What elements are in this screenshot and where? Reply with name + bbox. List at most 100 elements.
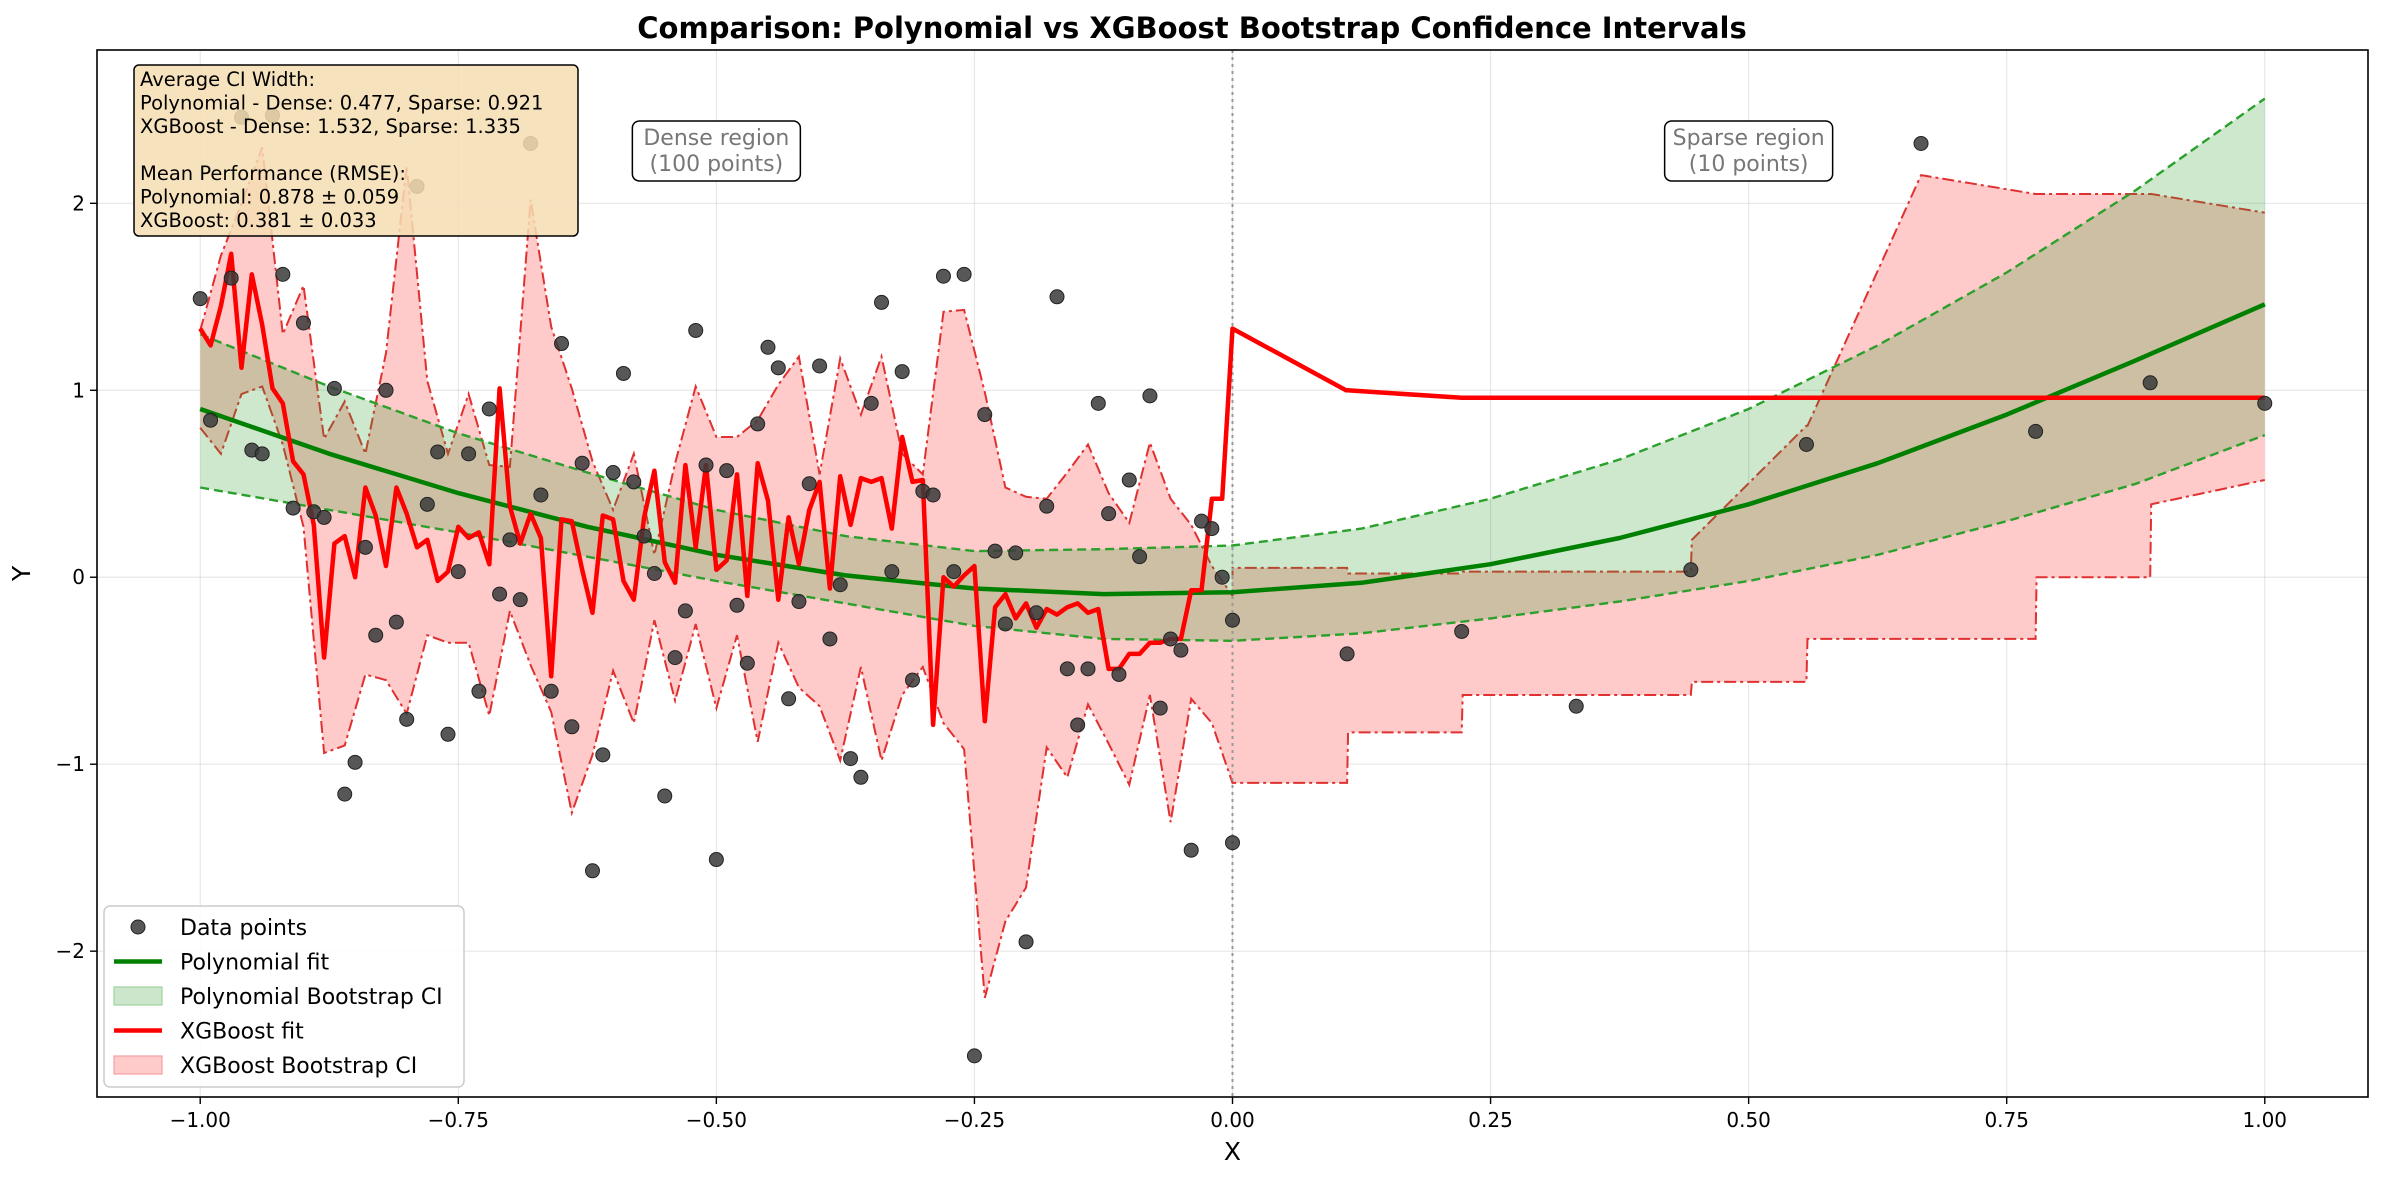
y-tick-label: 2: [72, 191, 85, 215]
stats-line: Mean Performance (RMSE):: [140, 162, 406, 185]
legend-swatch-marker: [130, 919, 146, 935]
legend-entry: XGBoost fit: [114, 1020, 304, 1045]
data-point: [1028, 605, 1044, 621]
stats-line: XGBoost - Dense: 1.532, Sparse: 1.335: [140, 115, 521, 138]
y-tick-label: −2: [56, 939, 85, 963]
annotation-box: [631, 120, 802, 182]
data-point: [781, 691, 797, 707]
data-point: [925, 487, 941, 503]
stats-box: Average CI Width:Polynomial - Dense: 0.4…: [133, 64, 579, 237]
x-tick-label: 0.50: [1726, 1108, 1771, 1132]
data-point: [1204, 521, 1220, 537]
legend-label: Polynomial fit: [180, 951, 329, 976]
stats-line: XGBoost: 0.381 ± 0.033: [140, 209, 377, 232]
data-point: [719, 463, 735, 479]
data-point: [1183, 842, 1199, 858]
data-point: [595, 747, 611, 763]
x-tick-label: −0.75: [428, 1108, 489, 1132]
x-tick-label: −1.00: [170, 1108, 231, 1132]
data-point: [708, 852, 724, 868]
data-point: [822, 631, 838, 647]
data-point: [461, 446, 477, 462]
data-point: [843, 751, 859, 767]
data-point: [1214, 569, 1230, 585]
annotation-text: Dense region: [643, 126, 789, 151]
data-point: [1121, 472, 1137, 488]
data-point: [1163, 631, 1179, 647]
data-point: [533, 487, 549, 503]
legend-box: [103, 905, 465, 1088]
stats-line: Average CI Width:: [140, 68, 315, 91]
data-point: [285, 500, 301, 516]
xgboost-fit-line: [198, 251, 2265, 728]
data-point: [2142, 375, 2158, 391]
data-point: [2257, 395, 2273, 411]
data-point: [874, 294, 890, 310]
data-point: [1101, 506, 1117, 522]
data-point: [853, 769, 869, 785]
data-point: [378, 382, 394, 398]
data-points: [192, 107, 2273, 1064]
data-point: [254, 446, 270, 462]
data-point: [1090, 395, 1106, 411]
plot-area: [192, 50, 2273, 1097]
data-point: [935, 268, 951, 284]
data-point: [884, 564, 900, 580]
y-axis-label: Y: [7, 565, 36, 582]
data-point: [997, 616, 1013, 632]
data-point: [1049, 289, 1065, 305]
polynomial-ci-lower: [199, 433, 2266, 643]
data-point: [1080, 661, 1096, 677]
x-tick-label: 0.00: [1210, 1108, 1255, 1132]
x-tick-label: −0.50: [686, 1108, 747, 1132]
data-point: [1152, 700, 1168, 716]
data-point: [863, 395, 879, 411]
chart-title: Comparison: Polynomial vs XGBoost Bootst…: [637, 11, 1746, 45]
annotation-text: (100 points): [650, 152, 784, 177]
data-point: [1339, 646, 1355, 662]
legend-entry: Polynomial fit: [114, 951, 329, 976]
legend: Data points Polynomial fit Polynomial Boot…: [103, 905, 465, 1088]
data-point: [357, 539, 373, 555]
data-point: [1018, 934, 1034, 950]
data-point: [419, 496, 435, 512]
x-tick-label: 0.25: [1468, 1108, 1513, 1132]
data-point: [326, 380, 342, 396]
data-point: [192, 291, 208, 307]
data-point: [574, 455, 590, 471]
data-point: [1070, 717, 1086, 733]
data-point: [1568, 698, 1584, 714]
legend-label: Polynomial Bootstrap CI: [180, 985, 443, 1010]
data-point: [801, 476, 817, 492]
data-point: [1683, 562, 1699, 578]
data-point: [275, 266, 291, 282]
data-point: [1111, 666, 1127, 682]
data-point: [1225, 612, 1240, 628]
x-tick-label: 0.75: [1984, 1108, 2029, 1132]
data-point: [471, 683, 487, 699]
data-point: [223, 270, 239, 286]
data-point: [481, 401, 497, 417]
data-point: [430, 444, 446, 460]
data-point: [904, 672, 920, 688]
data-point: [337, 786, 353, 802]
data-point: [450, 564, 466, 580]
data-point: [1059, 661, 1075, 677]
region-annotation: Dense region(100 points): [631, 120, 802, 182]
data-point: [1142, 388, 1158, 404]
data-point: [739, 655, 755, 671]
data-point: [388, 614, 404, 630]
region-annotations: Dense region(100 points)Sparse region(10…: [631, 120, 1834, 182]
data-point: [987, 543, 1003, 559]
data-point: [956, 266, 972, 282]
xgboost-ci-lower: [199, 385, 2266, 999]
data-point: [832, 577, 848, 593]
legend-label: XGBoost Bootstrap CI: [180, 1054, 417, 1079]
data-point: [1173, 642, 1189, 658]
data-point: [946, 564, 962, 580]
polynomial-ci-upper: [199, 97, 2266, 553]
data-point: [646, 566, 662, 581]
y-tick-label: 1: [72, 378, 85, 402]
data-point: [1008, 545, 1024, 561]
data-point: [626, 474, 642, 490]
